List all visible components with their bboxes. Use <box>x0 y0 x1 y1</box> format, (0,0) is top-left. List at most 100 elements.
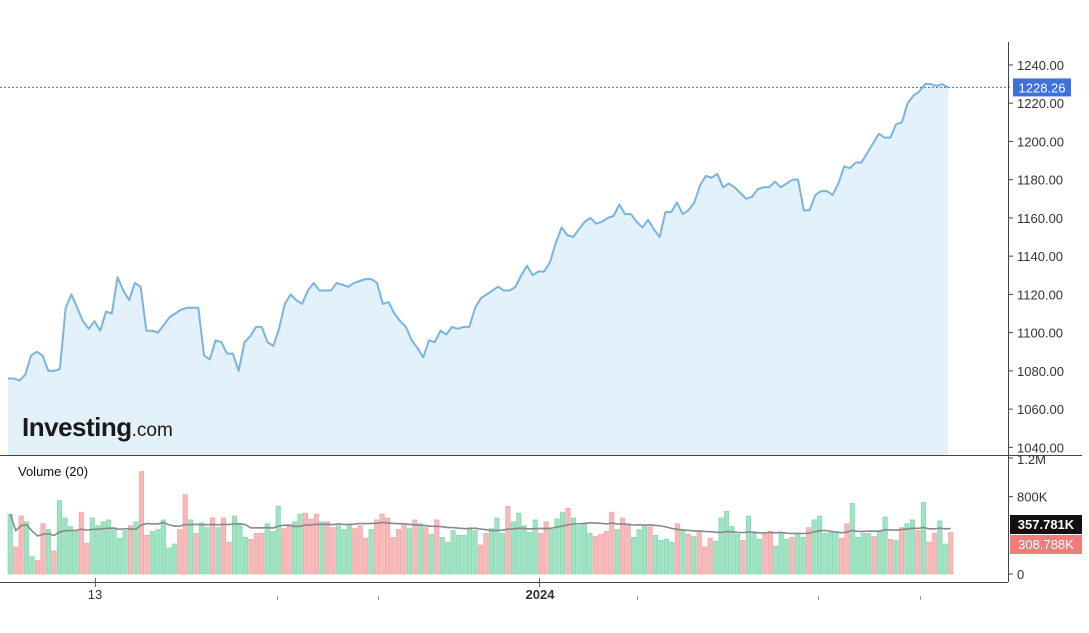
volume-bar[interactable] <box>275 506 281 575</box>
volume-bar[interactable] <box>778 533 784 575</box>
volume-bar[interactable] <box>450 530 456 575</box>
volume-bar[interactable] <box>155 529 161 575</box>
volume-bar[interactable] <box>40 523 46 575</box>
volume-bar[interactable] <box>625 523 631 575</box>
volume-bar[interactable] <box>729 526 735 575</box>
volume-bar[interactable] <box>521 525 527 575</box>
volume-bar[interactable] <box>806 527 812 575</box>
volume-bar[interactable] <box>565 507 571 575</box>
volume-bar[interactable] <box>144 535 150 575</box>
volume-bar[interactable] <box>745 515 751 575</box>
volume-bar[interactable] <box>576 525 582 575</box>
volume-bar[interactable] <box>138 471 145 575</box>
volume-bar[interactable] <box>56 500 62 575</box>
volume-bar[interactable] <box>434 519 440 575</box>
volume-bar[interactable] <box>904 523 910 575</box>
volume-bar[interactable] <box>29 556 35 575</box>
volume-bar[interactable] <box>111 527 117 575</box>
volume-bar[interactable] <box>73 531 79 575</box>
volume-bar[interactable] <box>45 529 52 575</box>
volume-bar[interactable] <box>603 531 609 575</box>
volume-bar[interactable] <box>406 528 412 575</box>
volume-bar[interactable] <box>89 517 95 575</box>
volume-bars[interactable] <box>7 471 954 575</box>
volume-bar[interactable] <box>636 529 642 575</box>
volume-bar[interactable] <box>827 532 834 575</box>
volume-bar[interactable] <box>67 526 73 575</box>
volume-bar[interactable] <box>363 537 369 575</box>
volume-bar[interactable] <box>13 546 19 575</box>
volume-bar[interactable] <box>231 515 237 575</box>
volume-bar[interactable] <box>816 515 823 575</box>
volume-bar[interactable] <box>177 529 183 575</box>
volume-bar[interactable] <box>149 531 155 575</box>
volume-bar[interactable] <box>193 533 199 575</box>
volume-bar[interactable] <box>226 541 232 575</box>
volume-bar[interactable] <box>893 539 899 575</box>
volume-bar[interactable] <box>789 536 795 575</box>
volume-bar[interactable] <box>461 535 467 575</box>
volume-bar[interactable] <box>915 530 921 575</box>
volume-bar[interactable] <box>538 533 544 575</box>
volume-bar[interactable] <box>182 494 188 575</box>
volume-bar[interactable] <box>237 523 243 575</box>
volume-bar[interactable] <box>472 530 478 575</box>
volume-bar[interactable] <box>866 533 872 575</box>
volume-bar[interactable] <box>581 523 587 575</box>
volume-bar[interactable] <box>160 519 166 575</box>
volume-bar[interactable] <box>324 521 330 575</box>
volume-bar[interactable] <box>713 540 719 575</box>
volume-bar[interactable] <box>669 541 675 575</box>
volume-bar[interactable] <box>95 525 101 575</box>
volume-bar[interactable] <box>510 521 516 575</box>
volume-bar[interactable] <box>707 537 713 575</box>
volume-bar[interactable] <box>663 538 669 575</box>
volume-bar[interactable] <box>368 529 374 575</box>
volume-bar[interactable] <box>270 531 276 575</box>
volume-bar[interactable] <box>570 517 577 575</box>
volume-bar[interactable] <box>499 533 505 575</box>
volume-bar[interactable] <box>811 519 817 575</box>
volume-bar[interactable] <box>795 533 801 575</box>
volume-bar[interactable] <box>286 524 292 575</box>
volume-bar[interactable] <box>357 525 363 575</box>
volume-bar[interactable] <box>335 525 341 575</box>
volume-bar[interactable] <box>527 532 533 575</box>
volume-bar[interactable] <box>734 534 741 575</box>
volume-bar[interactable] <box>756 538 762 575</box>
volume-bar[interactable] <box>220 517 227 575</box>
volume-bar[interactable] <box>702 546 708 575</box>
volume-bar[interactable] <box>166 547 172 575</box>
volume-bar[interactable] <box>488 528 494 575</box>
volume-bar[interactable] <box>253 533 259 575</box>
volume-bar[interactable] <box>35 560 41 575</box>
volume-bar[interactable] <box>122 530 128 575</box>
volume-bar[interactable] <box>248 538 254 575</box>
volume-bar[interactable] <box>199 522 205 575</box>
volume-bar[interactable] <box>210 517 216 575</box>
volume-bar[interactable] <box>658 539 664 575</box>
volume-bar[interactable] <box>740 539 746 575</box>
volume-bar[interactable] <box>899 527 905 575</box>
volume-bar[interactable] <box>844 523 850 575</box>
volume-bar[interactable] <box>412 519 418 575</box>
volume-bar[interactable] <box>620 517 626 575</box>
volume-bar[interactable] <box>767 531 773 575</box>
volume-bar[interactable] <box>926 541 932 575</box>
volume-bar[interactable] <box>647 526 653 575</box>
volume-bar[interactable] <box>882 516 888 575</box>
volume-bar[interactable] <box>609 511 615 575</box>
volume-bar[interactable] <box>494 517 500 575</box>
volume-bar[interactable] <box>592 535 598 575</box>
volume-bar[interactable] <box>773 545 779 575</box>
volume-bar[interactable] <box>477 544 484 575</box>
volume-bar[interactable] <box>800 536 806 575</box>
volume-bar[interactable] <box>379 513 385 575</box>
volume-bar[interactable] <box>920 502 926 575</box>
volume-bar[interactable] <box>822 533 828 575</box>
volume-bar[interactable] <box>308 518 314 575</box>
volume-bar[interactable] <box>385 517 391 575</box>
volume-bar[interactable] <box>505 506 511 575</box>
volume-bar[interactable] <box>680 530 686 575</box>
volume-bar[interactable] <box>390 536 396 575</box>
